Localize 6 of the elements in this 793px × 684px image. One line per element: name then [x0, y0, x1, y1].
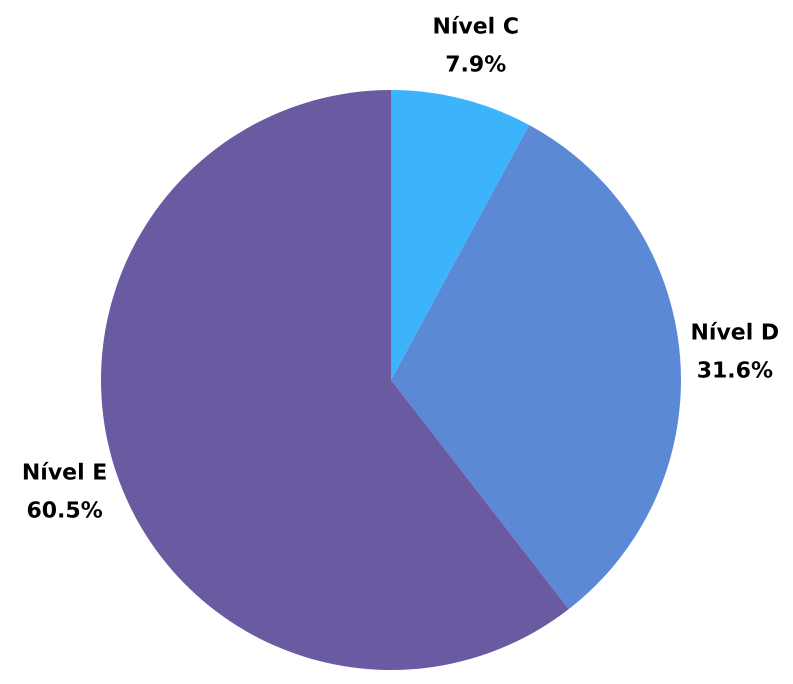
- data-label: 31.6%: [696, 358, 774, 384]
- slice-label: Nível C: [432, 14, 520, 40]
- slice-label: Nível E: [22, 460, 108, 486]
- slice-label: Nível D: [690, 320, 780, 346]
- data-label: 60.5%: [26, 498, 103, 524]
- data-label: 7.9%: [445, 52, 506, 78]
